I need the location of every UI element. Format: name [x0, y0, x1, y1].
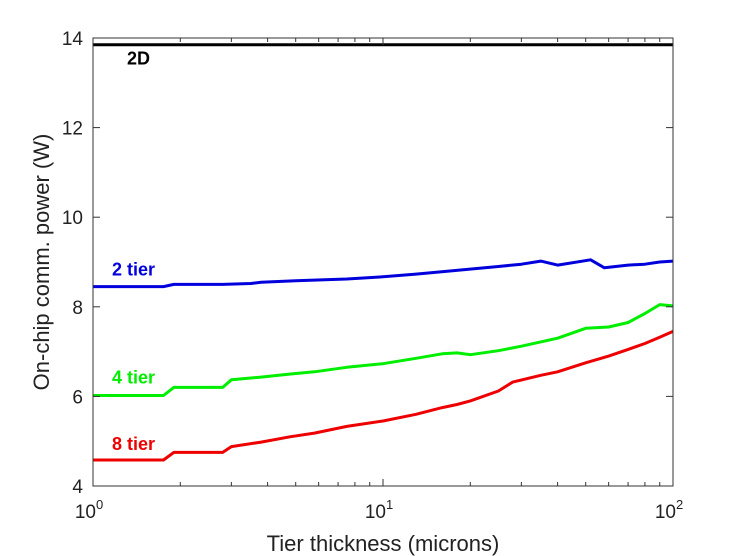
y-tick-label: 10: [62, 208, 83, 229]
series-line-2-tier: [93, 258, 674, 289]
y-axis-label: On-chip comm. power (W): [29, 134, 54, 391]
x-tick-label: 100: [75, 497, 103, 523]
x-axis-label: Tier thickness (microns): [267, 531, 500, 556]
y-tick-label: 12: [62, 119, 83, 140]
series-label-2d: 2D: [127, 49, 150, 69]
y-tick-label: 8: [72, 298, 83, 319]
series-labels: 2D 2 tier 4 tier 8 tier: [112, 49, 155, 454]
series-label-4-tier: 4 tier: [112, 368, 155, 388]
y-tick-label: 6: [72, 387, 83, 408]
series-label-2-tier: 2 tier: [112, 260, 155, 280]
x-tick-label: 102: [655, 497, 683, 523]
series-label-8-tier: 8 tier: [112, 434, 155, 454]
series-line-8-tier: [93, 330, 674, 462]
x-tick-label: 101: [365, 497, 393, 523]
y-tick-label: 4: [72, 477, 83, 498]
series-line-4-tier: [93, 303, 674, 397]
x-axis: 100 101 102: [75, 38, 683, 523]
y-axis: 4 6 8 10 12 14: [62, 29, 673, 498]
series-layer: [93, 43, 674, 462]
y-tick-label: 14: [62, 29, 84, 50]
